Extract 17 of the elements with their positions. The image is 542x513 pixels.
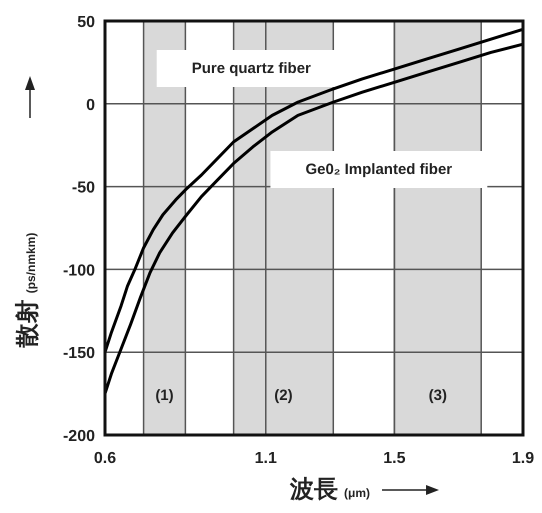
x-tick-label: 1.9 <box>512 450 534 467</box>
band-label: (2) <box>274 387 293 404</box>
y-tick-label: -150 <box>62 345 96 362</box>
x-tick-label: 1.5 <box>383 450 406 467</box>
y-axis-title: 散射 (ps/nmkm) <box>14 232 41 348</box>
y-tick-label: 0 <box>86 96 96 114</box>
band-label: (3) <box>428 387 447 404</box>
y-tick-label: 50 <box>77 14 96 31</box>
annotation: Pure quartz fiber <box>192 60 312 77</box>
band-label: (1) <box>155 387 174 404</box>
y-tick-label: -200 <box>62 428 96 445</box>
y-tick-label: -50 <box>72 180 96 197</box>
y-tick-label: -100 <box>62 262 96 280</box>
x-tick-label: 1.1 <box>254 450 277 467</box>
annotation: Ge0₂ Implanted fiber <box>305 161 452 178</box>
x-tick-label: 0.6 <box>94 450 116 467</box>
x-axis-title: 波長 (μm) <box>289 476 370 503</box>
